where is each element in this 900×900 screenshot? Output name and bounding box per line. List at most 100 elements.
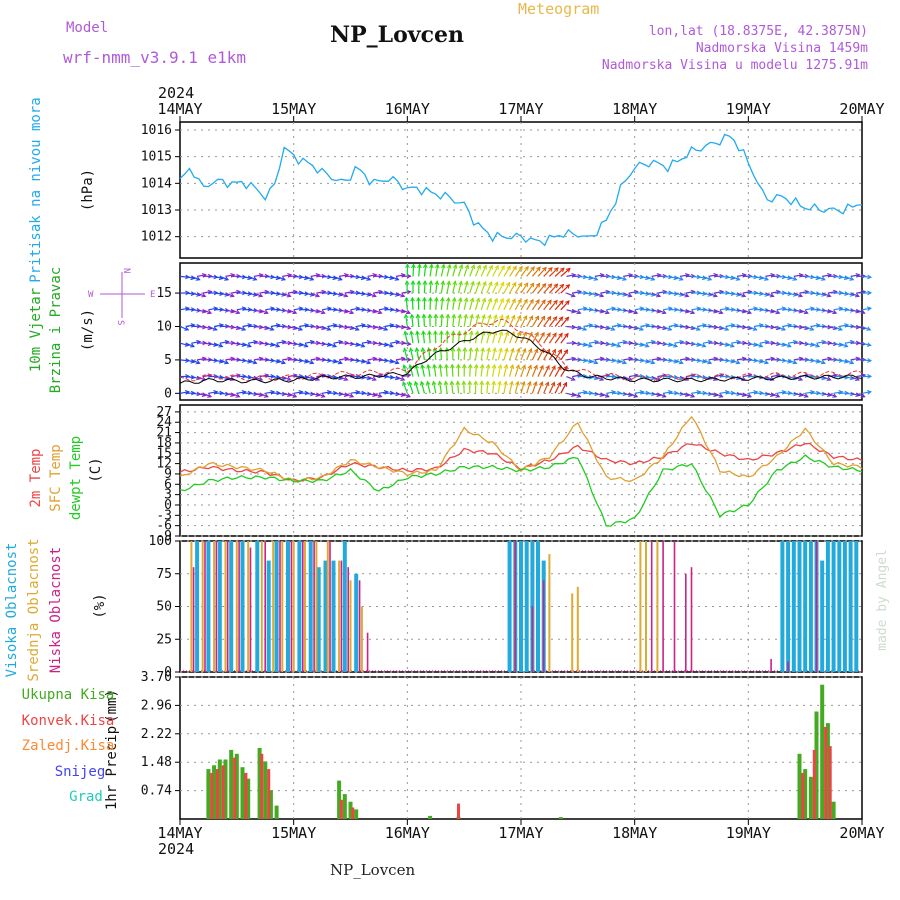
- wind-arrow-head: [213, 374, 219, 379]
- wind-arrow: [497, 282, 505, 294]
- wind-arrow: [543, 382, 549, 394]
- wind-arrow: [248, 376, 258, 380]
- wind-arrow: [753, 275, 763, 280]
- wind-arrow: [253, 309, 263, 313]
- coords-label: lon,lat (18.8375E, 42.3875N): [648, 24, 868, 39]
- wind-arrow: [492, 381, 495, 394]
- wind-arrow: [805, 342, 815, 346]
- wind-arrow: [588, 275, 598, 281]
- wind-arrow: [446, 314, 449, 327]
- wind-arrow: [486, 281, 493, 294]
- wind-arrow: [452, 281, 456, 294]
- cloud-high-bar: [848, 541, 853, 672]
- wind-arrow: [787, 359, 797, 364]
- wind-arrow: [793, 292, 803, 297]
- y-tick-label: 9: [164, 467, 172, 482]
- wind-arrow: [409, 348, 414, 361]
- precip-conv-bar: [828, 746, 832, 819]
- wind-arrow-head: [804, 357, 810, 363]
- wind-arrow-head: [327, 290, 333, 296]
- cloud-low-bar: [787, 661, 789, 672]
- wind-arrow: [520, 365, 526, 377]
- wind-arrow-head: [414, 380, 419, 386]
- wind-arrow: [287, 392, 297, 398]
- wind-arrow: [742, 309, 752, 314]
- wind-arrow: [503, 331, 509, 344]
- wind-arrow: [270, 275, 280, 280]
- wind-arrow-head: [196, 323, 202, 329]
- wind-arrow: [439, 364, 442, 377]
- wind-arrow-head: [494, 264, 499, 270]
- pressure-unit: (hPa): [80, 169, 96, 211]
- wind-arrow-head: [332, 390, 338, 396]
- wind-arrow: [299, 324, 309, 328]
- wind-arrow-head: [593, 359, 599, 365]
- wind-arrow: [415, 364, 420, 377]
- wind-arrow-head: [559, 300, 564, 305]
- wind-arrow: [560, 365, 568, 377]
- wind-arrow-head: [621, 359, 627, 365]
- wind-arrow: [537, 299, 546, 311]
- wind-arrow-head: [445, 296, 451, 302]
- wind-arrow: [793, 392, 803, 397]
- precip-legend-2: Zaledj.Kisa: [22, 738, 115, 754]
- wind-arrow-head: [650, 359, 656, 365]
- wind-arrow: [316, 392, 325, 398]
- wind-arrow-head: [793, 323, 799, 329]
- wind-arrow-head: [444, 363, 449, 369]
- top-year-label: 2024: [158, 84, 194, 102]
- wind-arrow: [657, 290, 667, 294]
- wind-arrow-head: [246, 343, 252, 348]
- signature: made by Angel: [875, 549, 890, 651]
- cloud-low-bar: [192, 567, 195, 672]
- wind-arrow: [196, 292, 206, 297]
- wind-arrow: [310, 376, 320, 381]
- model-name: wrf-nmm_v3.9.1 e1km: [63, 48, 247, 67]
- wind-arrow: [583, 359, 593, 363]
- wind-arrow: [805, 391, 815, 394]
- y-tick-label: 2.96: [141, 698, 172, 713]
- bottom-date-label: 15MAY: [271, 824, 316, 842]
- wind-arrow-head: [827, 340, 833, 346]
- wind-arrow: [725, 324, 735, 328]
- wind-arrow: [662, 342, 672, 346]
- wind-arrow-head: [281, 323, 287, 329]
- wind-arrow: [554, 316, 564, 327]
- wind-arrow: [338, 309, 349, 313]
- wind-arrow: [765, 309, 775, 313]
- wind-arrow-head: [781, 326, 787, 331]
- wind-arrow-head: [444, 330, 450, 336]
- precip-total-bar: [274, 805, 279, 819]
- wind-arrow: [356, 275, 366, 280]
- wind-arrow: [674, 376, 684, 380]
- wind-arrow: [566, 357, 576, 361]
- cloud-high-bar: [820, 560, 825, 672]
- wind-arrow: [248, 292, 258, 296]
- wind-arrow-head: [491, 380, 496, 386]
- wind-arrow-head: [556, 381, 562, 387]
- wind-arrow-head: [476, 280, 481, 286]
- wind-arrow: [600, 309, 610, 314]
- precip-total-bar: [354, 809, 359, 819]
- wind-arrow: [844, 376, 854, 380]
- wind-arrow-head: [804, 273, 810, 279]
- cloud-high-bar: [786, 541, 791, 672]
- wind-arrow-head: [467, 363, 473, 369]
- wind-arrow: [668, 324, 678, 328]
- wind-arrow: [861, 275, 872, 278]
- wind-arrow: [850, 392, 860, 397]
- wind-arrow-head: [599, 376, 605, 381]
- wind-arrow: [395, 274, 405, 277]
- wind-arrow: [844, 292, 854, 296]
- wind-arrow-head: [482, 264, 487, 270]
- wind-arrow: [799, 309, 809, 314]
- wind-arrow-head: [446, 263, 452, 269]
- wind-arrow: [486, 298, 492, 311]
- wind-arrow-head: [488, 264, 493, 270]
- wind-arrow-head: [638, 326, 644, 331]
- wind-arrow: [480, 381, 483, 394]
- wind-arrow-head: [405, 263, 410, 269]
- wind-arrow: [486, 265, 493, 277]
- wind-arrow-head: [286, 293, 292, 298]
- wind-arrow: [503, 381, 507, 394]
